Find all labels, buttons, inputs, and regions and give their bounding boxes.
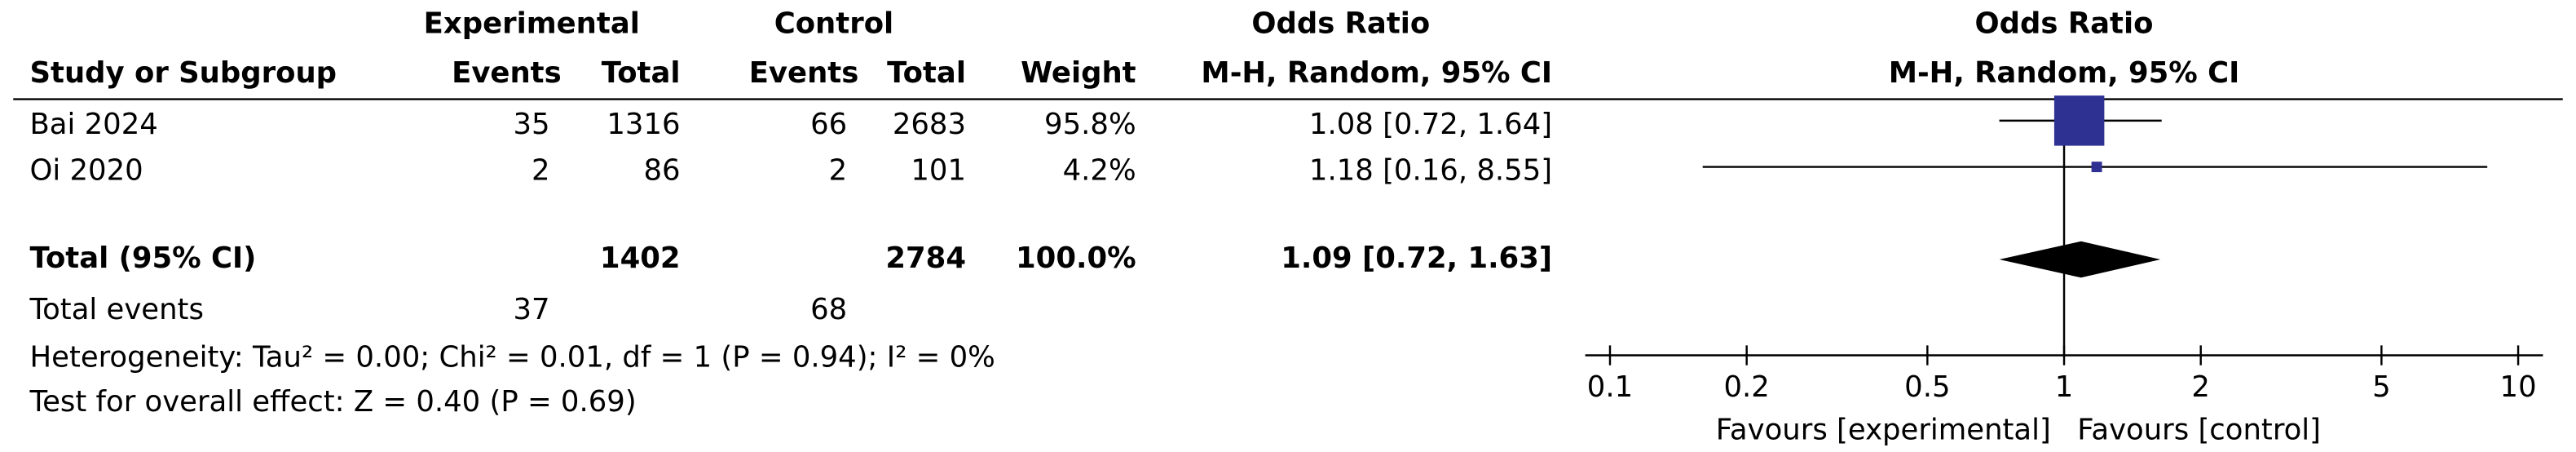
column-header: Events <box>452 56 562 90</box>
table-cell: 86 <box>643 154 680 188</box>
column-header: Study or Subgroup <box>29 56 337 90</box>
total-cell: 1402 <box>600 242 681 275</box>
group-header: Experimental <box>424 7 640 40</box>
x-tick-label: 0.5 <box>1904 370 1950 404</box>
note: Heterogeneity: Tau² = 0.00; Chi² = 0.01,… <box>29 341 995 374</box>
x-tick-label: 10 <box>2500 370 2537 404</box>
group-header: Control <box>774 7 894 40</box>
group-header: Odds Ratio <box>1251 7 1430 40</box>
table-cell: 1316 <box>607 108 680 141</box>
x-tick-label: 5 <box>2372 370 2391 404</box>
total-events-label: Total events <box>29 293 203 326</box>
plot-subtitle: M-H, Random, 95% CI <box>1889 56 2240 90</box>
table-cell: 101 <box>911 154 966 188</box>
x-tick-label: 1 <box>2055 370 2074 404</box>
pooled-diamond <box>1999 241 2161 278</box>
note: Test for overall effect: Z = 0.40 (P = 0… <box>29 385 636 419</box>
table-cell: 1.18 [0.16, 8.55] <box>1309 154 1552 188</box>
x-tick-label: 0.2 <box>1723 370 1769 404</box>
column-header: Events <box>749 56 859 90</box>
table-cell: 2 <box>532 154 550 188</box>
x-tick-label: 0.1 <box>1587 370 1633 404</box>
effect-box <box>2091 162 2102 173</box>
total-cell: 1.09 [0.72, 1.63] <box>1281 242 1552 275</box>
table-cell: 4.2% <box>1063 154 1136 188</box>
study-name: Oi 2020 <box>29 154 143 188</box>
x-label-left: Favours [experimental] <box>1716 414 2051 447</box>
study-name: Bai 2024 <box>29 108 157 141</box>
table-cell: 35 <box>513 108 549 141</box>
x-label-right: Favours [control] <box>2077 414 2321 447</box>
column-header: Total <box>602 56 681 90</box>
table-cell: 1.08 [0.72, 1.64] <box>1309 108 1552 141</box>
total-events: 37 <box>513 293 549 326</box>
table-cell: 2683 <box>893 108 966 141</box>
column-header: Weight <box>1021 56 1136 90</box>
effect-box <box>2053 95 2105 146</box>
table-cell: 95.8% <box>1044 108 1136 141</box>
total-events: 68 <box>810 293 847 326</box>
total-cell: 100.0% <box>1016 242 1136 275</box>
total-cell: 2784 <box>885 242 966 275</box>
total-cell: Total (95% CI) <box>29 242 256 275</box>
table-cell: 2 <box>829 154 848 188</box>
table-cell: 66 <box>810 108 847 141</box>
column-header: Total <box>887 56 966 90</box>
plot-title: Odds Ratio <box>1975 7 2154 40</box>
x-tick-label: 2 <box>2191 370 2210 404</box>
column-header: M-H, Random, 95% CI <box>1201 56 1552 90</box>
